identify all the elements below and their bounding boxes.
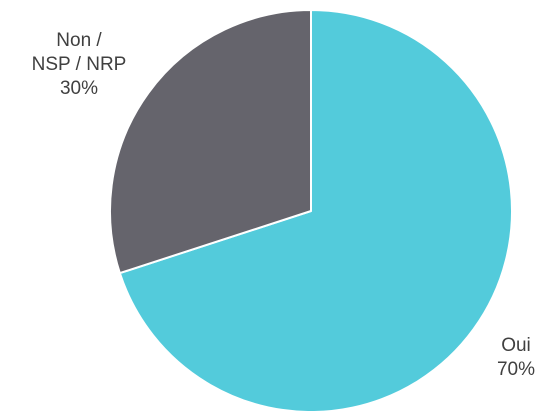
pie-slice-non-nsp-nrp xyxy=(109,9,312,275)
slice-value-label-non-nsp-nrp: 30% xyxy=(60,78,98,99)
pie-labels: Oui 70% Non / NSP / NRP 30% xyxy=(32,30,535,380)
slice-category-label-non-nsp-nrp: NSP / NRP xyxy=(32,54,127,75)
pie-slices xyxy=(109,9,513,411)
pie-slice-oui xyxy=(118,9,513,411)
slice-value-label-oui: 70% xyxy=(497,359,535,380)
slice-category-label-non-nsp-nrp: Non / xyxy=(56,30,102,51)
slice-category-label-oui: Oui xyxy=(501,335,531,356)
